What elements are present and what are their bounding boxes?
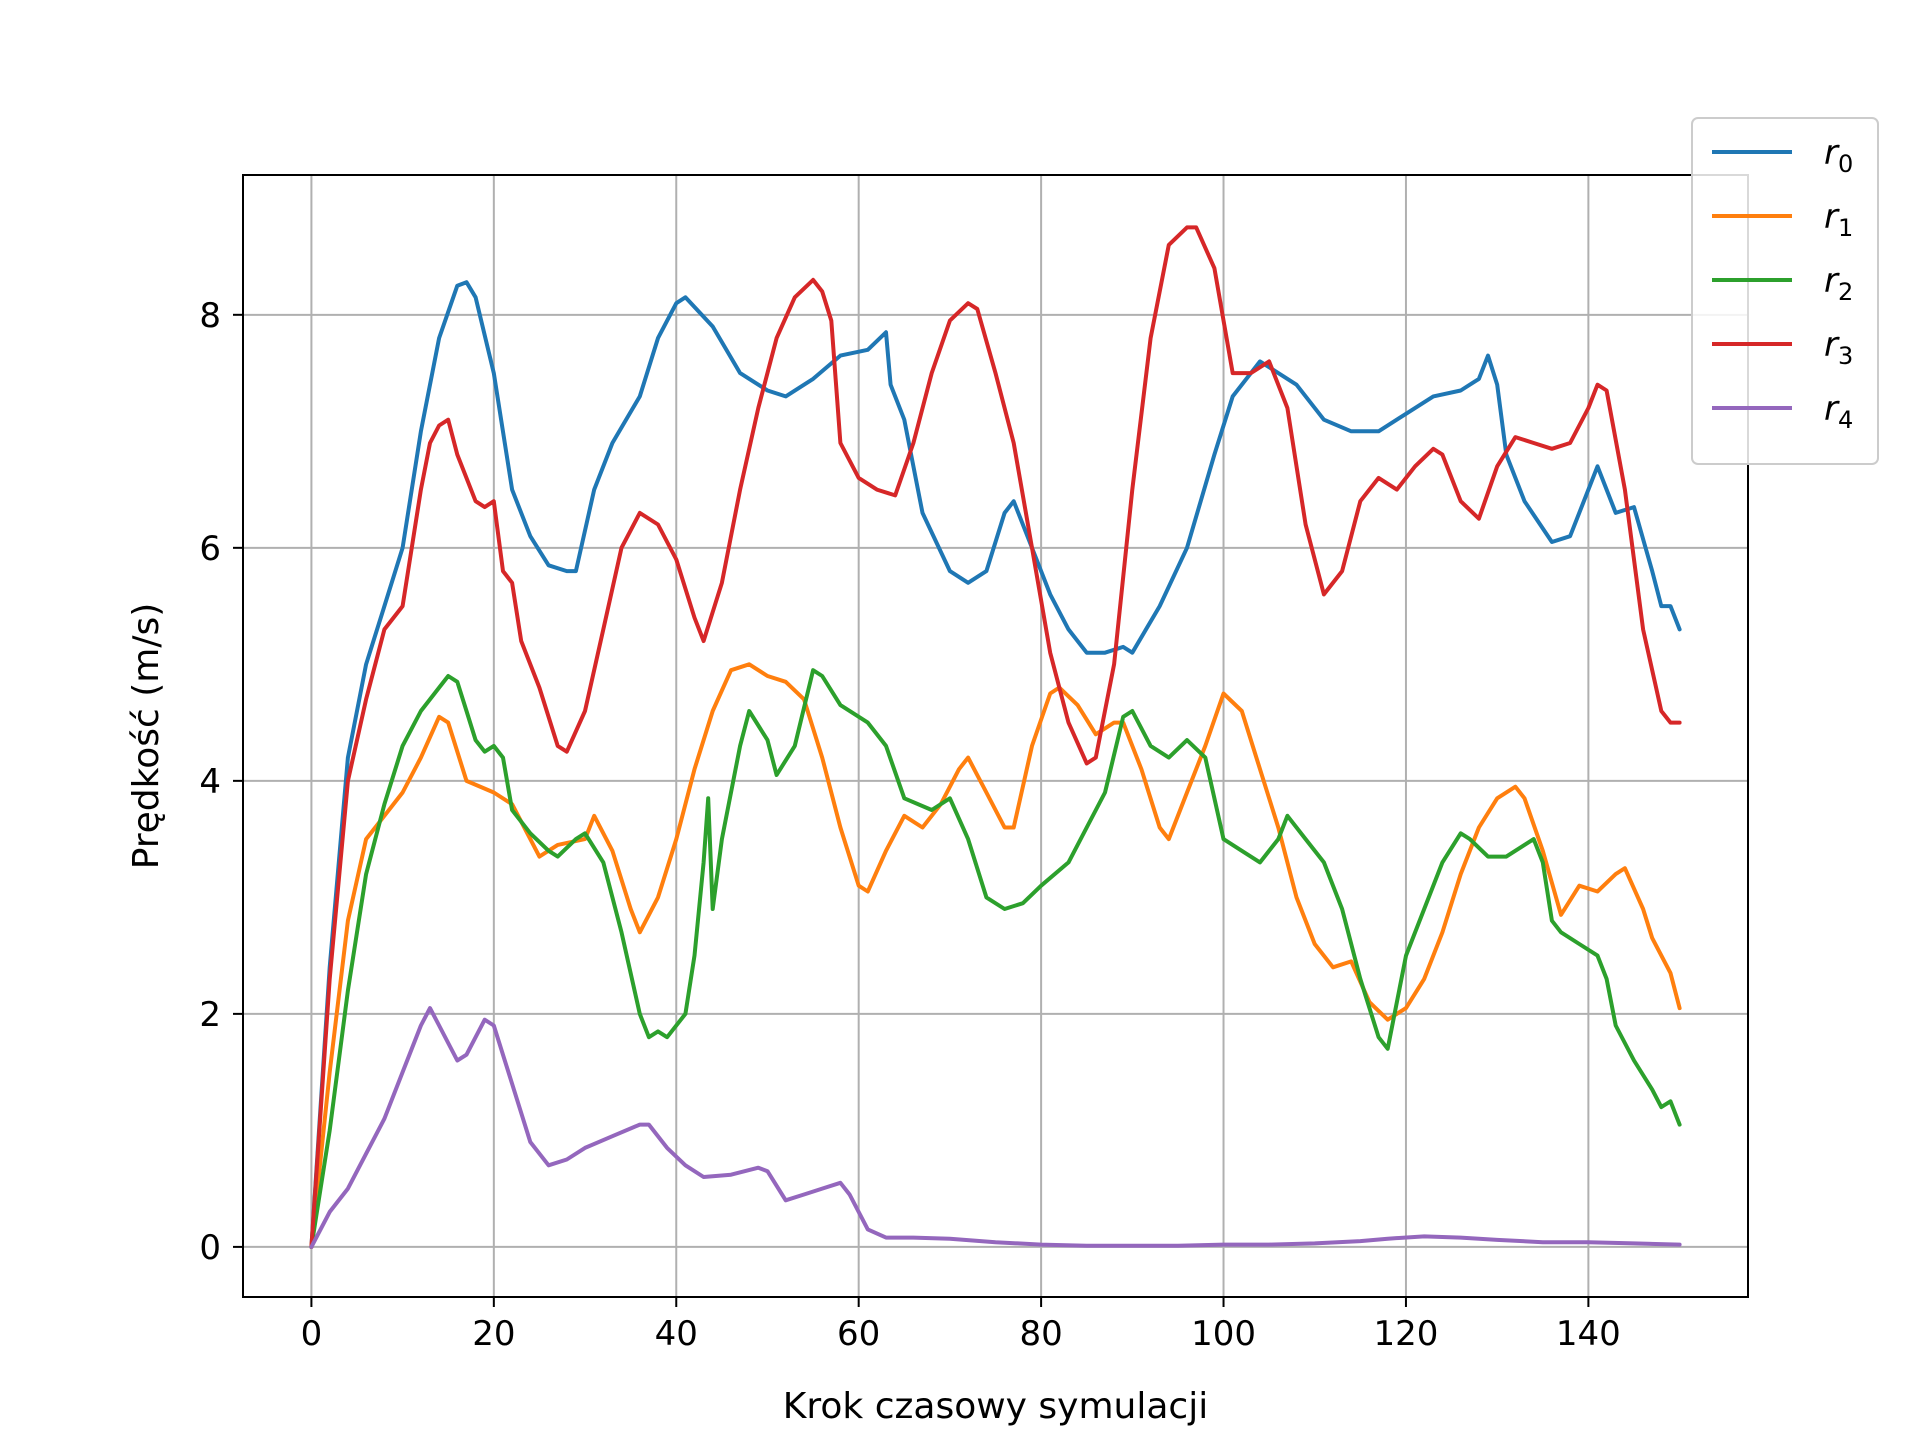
legend-label-r2: r2 [1824, 261, 1853, 306]
legend-label-subscript: 1 [1838, 214, 1853, 242]
y-axis-label: Prędkość (m/s) [126, 603, 167, 870]
y-tick-label: 0 [199, 1228, 221, 1268]
legend-label-r3: r3 [1824, 325, 1853, 370]
legend-label-main: r [1824, 389, 1840, 429]
series-line-r0 [309, 280, 1682, 1249]
plot-frame [242, 174, 1749, 1298]
x-tick-label: 0 [301, 1314, 323, 1354]
x-tick-label: 60 [837, 1314, 880, 1354]
legend-label-main: r [1824, 197, 1840, 237]
y-tick-label: 2 [199, 995, 221, 1035]
x-axis-label: Krok czasowy symulacji [783, 1386, 1208, 1427]
y-axis-ticks: 0 2 4 6 8 [199, 296, 243, 1268]
legend-label-main: r [1824, 261, 1840, 301]
series-line-r2 [309, 668, 1682, 1249]
y-tick-label: 6 [199, 529, 221, 569]
series-line-r4 [309, 1006, 1682, 1249]
y-tick-label: 4 [199, 762, 221, 802]
legend-label-r4: r4 [1824, 389, 1853, 434]
x-axis-ticks: 0 20 40 60 80 100 120 140 [301, 1297, 1621, 1354]
series-line-r3 [309, 225, 1682, 1249]
x-tick-label: 120 [1374, 1314, 1439, 1354]
series-lines [309, 225, 1682, 1249]
x-tick-label: 80 [1019, 1314, 1062, 1354]
x-tick-label: 100 [1191, 1314, 1256, 1354]
legend-label-main: r [1824, 133, 1840, 173]
legend-label-subscript: 2 [1838, 278, 1853, 306]
y-tick-label: 8 [199, 296, 221, 336]
legend-label-r0: r0 [1824, 133, 1853, 178]
legend-label-r1: r1 [1824, 197, 1853, 242]
legend-label-subscript: 3 [1838, 342, 1853, 370]
x-tick-label: 20 [472, 1314, 515, 1354]
x-tick-label: 40 [655, 1314, 698, 1354]
grid-lines [243, 175, 1748, 1297]
legend-label-subscript: 4 [1838, 406, 1853, 434]
legend-label-main: r [1824, 325, 1840, 365]
legend-box [1691, 117, 1879, 465]
legend-label-subscript: 0 [1838, 150, 1853, 178]
x-tick-label: 140 [1556, 1314, 1621, 1354]
